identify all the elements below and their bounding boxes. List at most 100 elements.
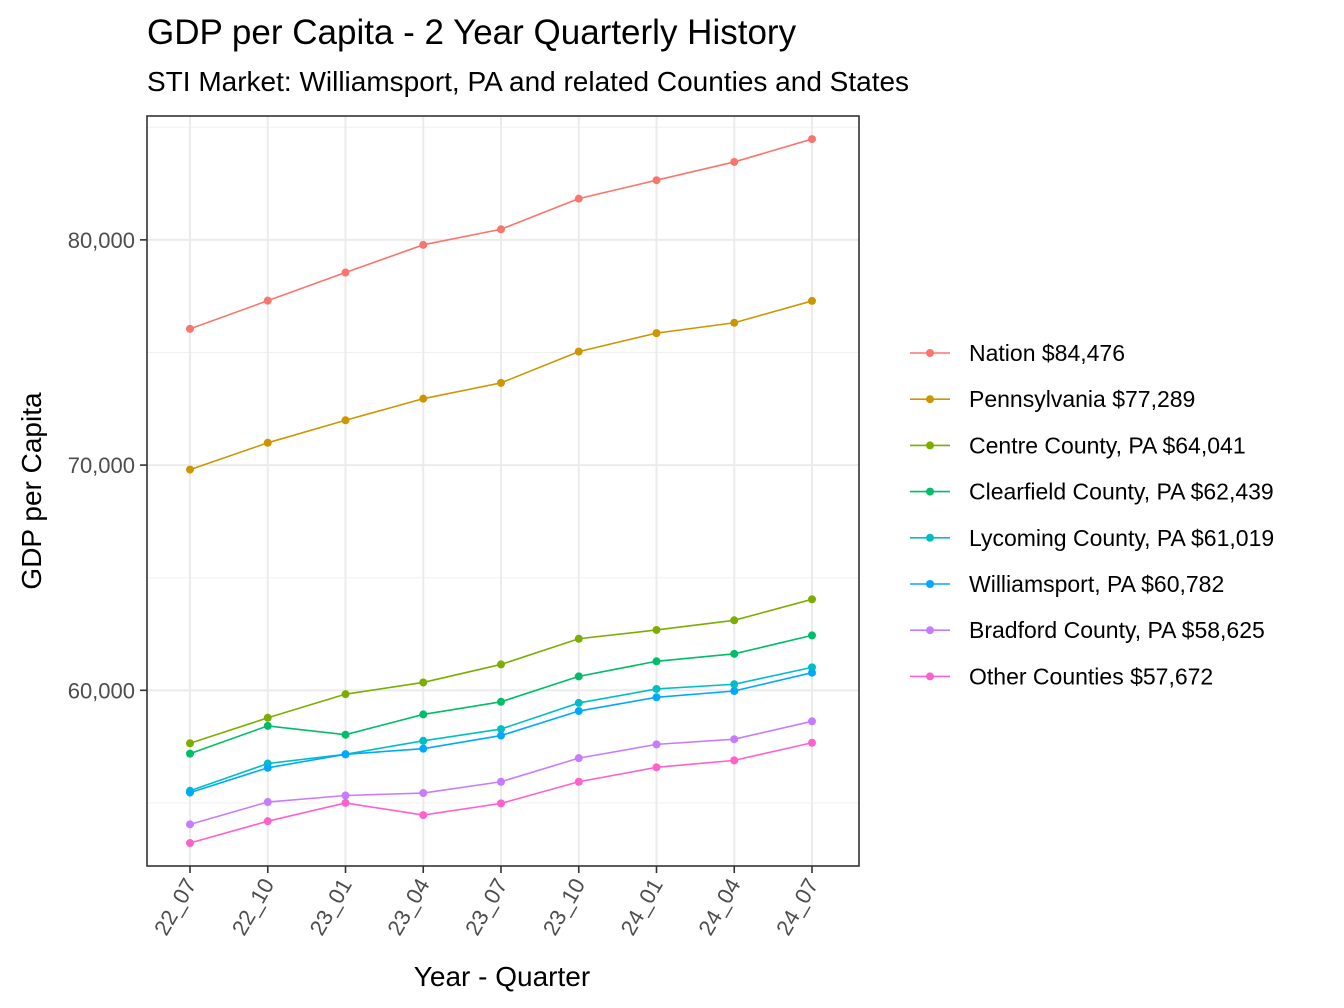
- legend-key-point: [926, 626, 934, 635]
- data-point: [574, 777, 583, 786]
- data-point: [341, 791, 350, 800]
- series-layer: [186, 135, 816, 848]
- data-point: [652, 693, 661, 702]
- legend-label: Bradford County, PA $58,625: [969, 617, 1265, 643]
- data-point: [497, 799, 505, 808]
- data-point: [652, 176, 661, 185]
- axis-layer: 60,000 70,000 80,000 22_07 22_10 23_01 23_04 23…: [68, 228, 824, 940]
- data-point: [652, 740, 661, 749]
- data-point: [730, 616, 739, 625]
- y-tick-label: 70,000: [68, 453, 135, 478]
- data-point: [419, 394, 428, 403]
- legend-label: Clearfield County, PA $62,439: [969, 479, 1274, 505]
- x-tick-label: 22_10: [227, 874, 279, 939]
- data-point: [186, 839, 194, 848]
- data-point: [730, 687, 739, 695]
- data-point: [574, 194, 583, 203]
- data-point: [186, 324, 194, 333]
- x-tick-label: 24_01: [616, 874, 668, 939]
- data-point: [808, 738, 816, 747]
- series-2: [186, 595, 816, 748]
- legend-label: Nation $84,476: [969, 340, 1125, 366]
- data-point: [652, 329, 661, 338]
- data-point: [341, 690, 350, 699]
- data-point: [263, 713, 272, 722]
- legend-item: Other Counties $57,672: [910, 663, 1213, 689]
- data-point: [574, 754, 583, 763]
- series-6: [186, 717, 816, 829]
- data-point: [419, 678, 428, 687]
- x-tick-label: 22_07: [149, 874, 201, 939]
- data-point: [652, 657, 661, 666]
- x-tick-label: 23_01: [305, 874, 357, 939]
- x-tick-label: 24_07: [771, 874, 823, 939]
- data-point: [341, 268, 350, 277]
- x-tick-label: 23_07: [460, 874, 512, 939]
- data-point: [419, 811, 428, 820]
- x-tick-label: 23_10: [538, 874, 590, 939]
- data-point: [652, 684, 661, 693]
- data-point: [263, 798, 272, 807]
- data-point: [186, 788, 194, 797]
- legend-label: Pennsylvania $77,289: [969, 386, 1195, 412]
- data-point: [730, 649, 739, 658]
- data-point: [730, 157, 739, 166]
- data-point: [341, 798, 350, 807]
- data-point: [263, 296, 272, 305]
- data-point: [497, 378, 505, 387]
- data-point: [419, 240, 428, 249]
- series-5: [186, 668, 816, 797]
- data-point: [186, 739, 194, 748]
- x-tick-label: 24_04: [693, 874, 745, 939]
- chart-subtitle: STI Market: Williamsport, PA and related…: [147, 66, 909, 97]
- data-point: [497, 660, 505, 669]
- legend-item: Williamsport, PA $60,782: [910, 571, 1224, 597]
- legend-key-point: [926, 395, 934, 404]
- data-point: [341, 730, 350, 739]
- legend-key-point: [926, 349, 934, 357]
- y-tick-label: 80,000: [68, 228, 135, 253]
- y-axis-title: GDP per Capita: [16, 392, 47, 590]
- data-point: [497, 697, 505, 706]
- data-point: [186, 749, 194, 758]
- legend-key-point: [926, 441, 934, 450]
- data-point: [652, 625, 661, 634]
- data-point: [808, 717, 816, 726]
- data-point: [419, 736, 428, 745]
- x-tick-label: 23_04: [382, 874, 434, 939]
- data-point: [263, 763, 272, 772]
- data-point: [419, 789, 428, 798]
- data-point: [497, 777, 505, 786]
- data-point: [808, 668, 816, 677]
- data-point: [574, 634, 583, 643]
- series-0: [186, 135, 816, 333]
- legend-label: Other Counties $57,672: [969, 663, 1213, 689]
- legend-label: Lycoming County, PA $61,019: [969, 525, 1274, 551]
- legend-key-point: [926, 672, 934, 681]
- data-point: [419, 744, 428, 753]
- data-point: [808, 296, 816, 305]
- plot-panel-border: [146, 115, 860, 867]
- series-3: [186, 631, 816, 758]
- data-point: [730, 680, 739, 689]
- data-point: [574, 707, 583, 716]
- data-point: [652, 763, 661, 772]
- data-point: [574, 672, 583, 681]
- legend: Nation $84,476 Pennsylvania $77,289 Centre…: [910, 340, 1274, 689]
- y-tick-label: 60,000: [68, 678, 135, 703]
- chart-title: GDP per Capita - 2 Year Quarterly Histor…: [147, 13, 797, 52]
- data-point: [574, 347, 583, 356]
- data-point: [497, 731, 505, 740]
- data-point: [263, 721, 272, 730]
- data-point: [730, 735, 739, 744]
- data-point: [341, 416, 350, 425]
- legend-label: Williamsport, PA $60,782: [969, 571, 1224, 597]
- legend-key-point: [926, 580, 934, 588]
- legend-item: Centre County, PA $64,041: [910, 432, 1246, 458]
- data-point: [730, 318, 739, 327]
- legend-item: Lycoming County, PA $61,019: [910, 525, 1274, 551]
- data-point: [574, 698, 583, 707]
- data-point: [263, 438, 272, 447]
